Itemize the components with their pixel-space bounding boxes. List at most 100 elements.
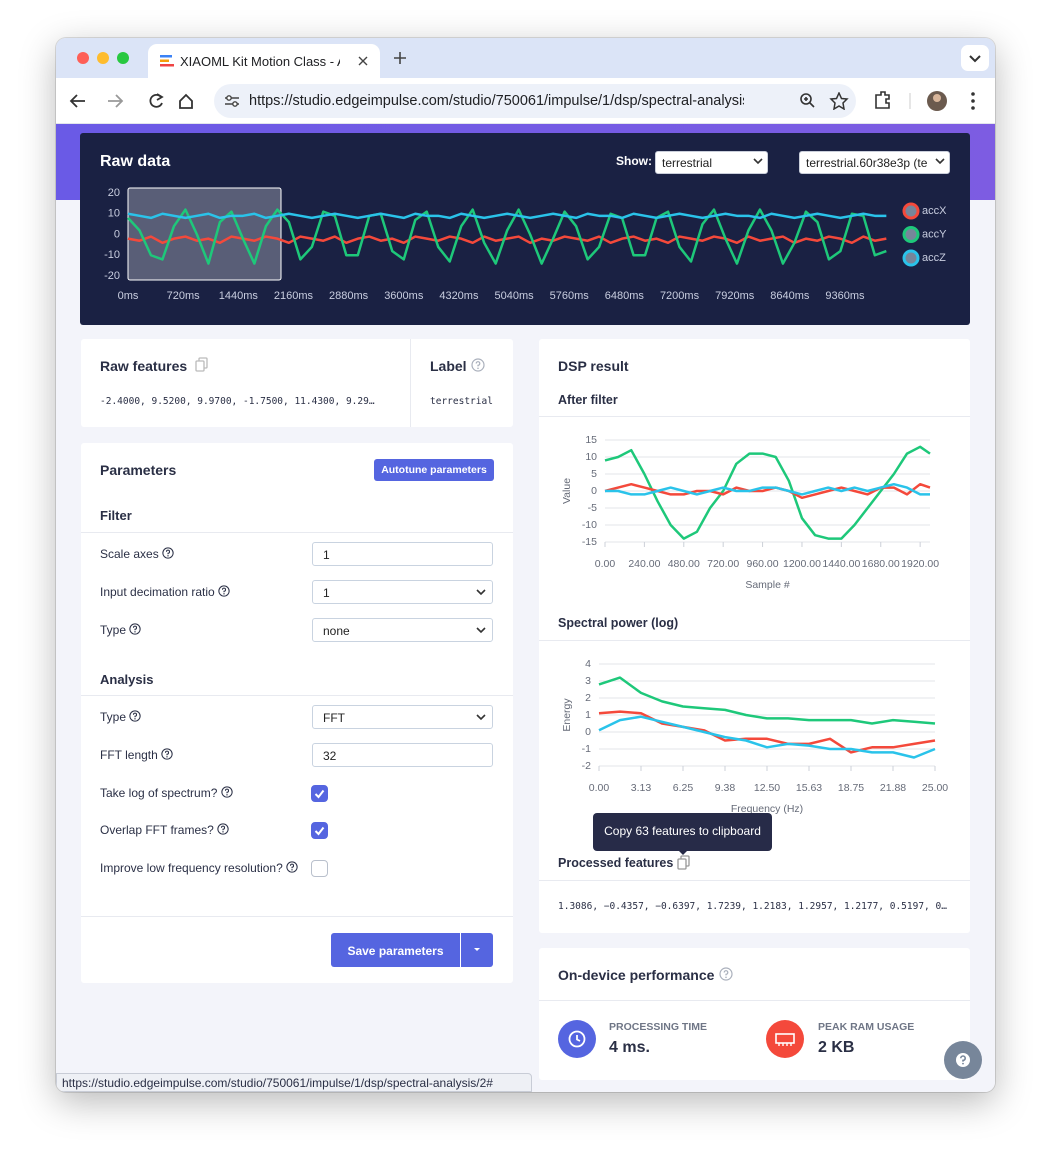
- field-value: none: [323, 623, 350, 638]
- y-tick-label: 10: [108, 208, 120, 220]
- sample-select[interactable]: terrestrial.60r38e3p (te: [799, 151, 950, 174]
- field-label-text: Type: [100, 710, 127, 724]
- help-icon[interactable]: [471, 358, 485, 372]
- checkbox[interactable]: [311, 822, 328, 840]
- help-icon[interactable]: [217, 823, 229, 836]
- tab-search[interactable]: [961, 45, 989, 71]
- raw-chart: -20 -10 0 10 20 0ms 720ms 1440ms 2160ms 2880ms 360…: [104, 187, 947, 302]
- divider: [81, 532, 513, 533]
- legend-label: accX: [922, 205, 947, 217]
- ram-value: 2 KB: [818, 1039, 855, 1056]
- y-tick-label: -5: [588, 502, 597, 514]
- tab-close[interactable]: [358, 56, 368, 66]
- x-tick-label: 4320ms: [439, 290, 479, 302]
- show-value: terrestrial: [662, 156, 713, 170]
- checkbox[interactable]: [311, 784, 328, 802]
- series-line: [605, 482, 930, 496]
- tab-title: XIAOML Kit Motion Class - AI: [180, 54, 340, 69]
- help-icon[interactable]: [161, 748, 173, 760]
- save-menu[interactable]: [461, 933, 493, 967]
- analysis-heading: Analysis: [100, 672, 154, 687]
- select[interactable]: none: [312, 617, 493, 642]
- field-label: Type: [100, 622, 300, 639]
- copy-icon[interactable]: [195, 357, 209, 372]
- field-label: FFT length: [100, 747, 300, 764]
- parameters-title: Parameters: [100, 462, 177, 478]
- field-label: Overlap FFT frames?: [100, 822, 300, 839]
- field-label: Scale axes: [100, 546, 300, 563]
- chevron: [753, 158, 763, 165]
- nav-buttons[interactable]: [68, 91, 208, 111]
- y-tick-label: 5: [591, 468, 597, 480]
- field-label: Improve low frequency resolution?: [100, 860, 300, 877]
- checkbox[interactable]: [311, 860, 328, 878]
- select[interactable]: FFT: [312, 705, 493, 729]
- save-button[interactable]: Save parameters: [331, 933, 460, 967]
- y-tick-label: -10: [104, 249, 120, 261]
- field-value: FFT: [323, 711, 345, 725]
- active-tab[interactable]: XIAOML Kit Motion Class - AI: [148, 44, 380, 78]
- y-tick-label: 2: [585, 692, 591, 704]
- help-icon[interactable]: [719, 967, 733, 981]
- divider: [539, 1000, 970, 1001]
- new-tab[interactable]: [393, 51, 407, 65]
- status-bar: https://studio.edgeimpulse.com/studio/75…: [56, 1073, 532, 1092]
- dsp-result-card: DSP result After filter -15 -10 -5 0 5 10 15 0.…: [539, 339, 970, 933]
- raw-data-panel: Raw data Show: terrestrial terrestrial.6…: [80, 133, 970, 325]
- browser-actions[interactable]: [874, 89, 989, 113]
- help-icon[interactable]: [129, 710, 142, 722]
- address-bar[interactable]: https://studio.edgeimpulse.com/studio/75…: [214, 84, 856, 118]
- filter-heading: Filter: [100, 508, 132, 523]
- show-label: Show:: [616, 154, 652, 168]
- x-tick-label: 15.63: [796, 782, 822, 794]
- raw-features-title: Raw features: [100, 358, 188, 374]
- help-icon[interactable]: [218, 585, 230, 597]
- toolbar: https://studio.edgeimpulse.com/studio/75…: [56, 78, 995, 124]
- browser-window: XIAOML Kit Motion Class - AI https://stu…: [56, 38, 995, 1092]
- divider: [539, 640, 970, 641]
- field-label: Input decimation ratio: [100, 584, 300, 601]
- text-input[interactable]: 1: [312, 542, 493, 566]
- show-select[interactable]: terrestrial: [655, 151, 768, 174]
- autotune-button[interactable]: Autotune parameters: [374, 459, 494, 481]
- site-info[interactable]: [224, 94, 240, 108]
- legend-marker: [902, 249, 920, 267]
- help-icon[interactable]: [221, 785, 233, 798]
- x-tick-label: 7920ms: [715, 290, 755, 302]
- divider: [81, 916, 513, 917]
- x-tick-label: 18.75: [838, 782, 864, 794]
- chevron: [476, 627, 486, 633]
- series-line: [604, 445, 931, 540]
- help-button[interactable]: [944, 1041, 982, 1079]
- help-icon[interactable]: [162, 547, 174, 559]
- y-tick-label: 0: [585, 726, 591, 738]
- field-value: 1: [323, 548, 330, 562]
- spectral-chart: -2 -1 0 1 2 3 4 0.00 3.13 6.25 9.38 12.50 15.63 18.75…: [561, 658, 949, 815]
- x-tick-label: 2880ms: [329, 290, 369, 302]
- copy-icon[interactable]: [677, 855, 691, 870]
- x-tick-label: 1920.00: [901, 558, 939, 570]
- legend-label: accZ: [922, 252, 946, 264]
- url: https://studio.edgeimpulse.com/studio/75…: [249, 93, 744, 109]
- x-tick-label: 480.00: [668, 558, 700, 570]
- x-tick-label: 3600ms: [384, 290, 424, 302]
- processed-values: 1.3086, −0.4357, −0.6397, 1.7239, 1.2183…: [558, 901, 947, 912]
- window-controls[interactable]: [56, 38, 146, 78]
- selection-window[interactable]: [127, 187, 282, 281]
- y-axis-label: Energy: [561, 698, 573, 732]
- divider: [539, 880, 970, 881]
- y-tick-label: 3: [585, 675, 591, 687]
- divider: [81, 695, 513, 696]
- field-label: Take log of spectrum?: [100, 785, 300, 802]
- series-line: [127, 212, 887, 220]
- field-value: 1: [323, 585, 330, 600]
- help-icon[interactable]: [129, 622, 142, 635]
- y-tick-label: 0: [114, 228, 120, 240]
- x-tick-label: 9360ms: [825, 290, 865, 302]
- select[interactable]: 1: [312, 579, 493, 604]
- series-line: [127, 208, 887, 265]
- help-icon[interactable]: [286, 861, 298, 873]
- address-actions[interactable]: [799, 92, 849, 110]
- text-input[interactable]: 32: [312, 742, 493, 767]
